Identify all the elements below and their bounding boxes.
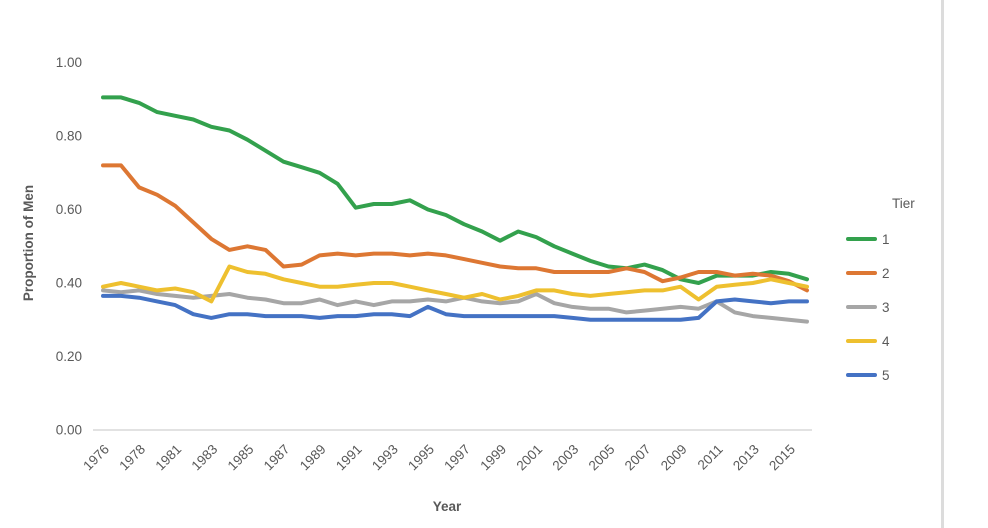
series-line-4 — [101, 264, 809, 304]
y-tick-label: 0.00 — [56, 423, 82, 438]
x-tick-label: 2011 — [695, 442, 726, 473]
legend-item-5: 5 — [846, 358, 936, 392]
series-line-2 — [101, 163, 809, 293]
legend-swatch-4 — [846, 339, 877, 343]
x-tick-label: 1995 — [405, 442, 437, 474]
series-line-5 — [101, 293, 809, 322]
y-tick-label: 1.00 — [56, 55, 82, 70]
x-tick-label: 1985 — [225, 442, 257, 474]
x-tick-label: 1978 — [116, 442, 148, 474]
legend-item-4: 4 — [846, 324, 936, 358]
legend-item-2: 2 — [846, 256, 936, 290]
y-tick-label: 0.60 — [56, 202, 82, 217]
x-tick-label: 1983 — [189, 442, 221, 474]
legend-swatch-2 — [846, 271, 877, 275]
x-tick-label: 2003 — [550, 442, 582, 474]
x-tick-label: 1991 — [333, 442, 365, 474]
legend-item-1: 1 — [846, 222, 936, 256]
x-tick-label: 2001 — [513, 442, 545, 474]
x-tick-label: 1976 — [80, 442, 112, 474]
legend-label-3: 3 — [882, 299, 890, 315]
x-tick-label: 1981 — [152, 442, 184, 474]
x-tick-label: 1997 — [441, 442, 473, 474]
legend-swatch-3 — [846, 305, 877, 309]
y-tick-label: 0.40 — [56, 276, 82, 291]
series-line-1 — [101, 95, 809, 285]
x-tick-label: 2007 — [622, 442, 654, 474]
y-tick-label: 0.80 — [56, 129, 82, 144]
x-tick-label: 2015 — [766, 442, 798, 474]
y-tick-label: 0.20 — [56, 349, 82, 364]
x-tick-label: 1999 — [477, 442, 509, 474]
legend-label-5: 5 — [882, 367, 890, 383]
legend: Tier 1 2 3 4 5 — [846, 196, 936, 392]
legend-item-3: 3 — [846, 290, 936, 324]
x-tick-label: 2013 — [730, 442, 762, 474]
y-axis-title: Proportion of Men — [21, 184, 36, 302]
legend-swatch-5 — [846, 373, 877, 377]
x-tick-label: 2009 — [658, 442, 690, 474]
legend-title: Tier — [892, 196, 915, 211]
x-axis-title: Year — [432, 499, 462, 514]
x-tick-label: 1989 — [297, 442, 329, 474]
series-line-3 — [101, 288, 809, 324]
legend-label-1: 1 — [882, 231, 890, 247]
x-tick-label: 2005 — [586, 442, 618, 474]
x-tick-label: 1993 — [369, 442, 401, 474]
vertical-divider — [941, 0, 944, 528]
legend-items: 1 2 3 4 5 — [846, 222, 936, 392]
x-tick-label: 1987 — [261, 442, 293, 474]
legend-label-2: 2 — [882, 265, 890, 281]
legend-swatch-1 — [846, 237, 877, 241]
legend-label-4: 4 — [882, 333, 890, 349]
